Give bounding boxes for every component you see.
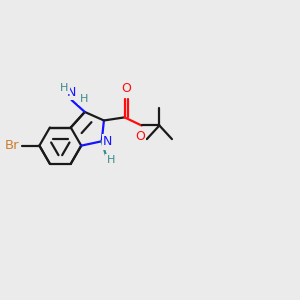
Text: H: H bbox=[60, 83, 68, 93]
Text: Br: Br bbox=[4, 139, 19, 152]
Text: N: N bbox=[67, 85, 76, 99]
Text: N: N bbox=[103, 135, 112, 148]
Text: O: O bbox=[121, 82, 131, 95]
Text: H: H bbox=[80, 94, 88, 103]
Text: H: H bbox=[107, 155, 115, 165]
Text: O: O bbox=[135, 130, 145, 143]
